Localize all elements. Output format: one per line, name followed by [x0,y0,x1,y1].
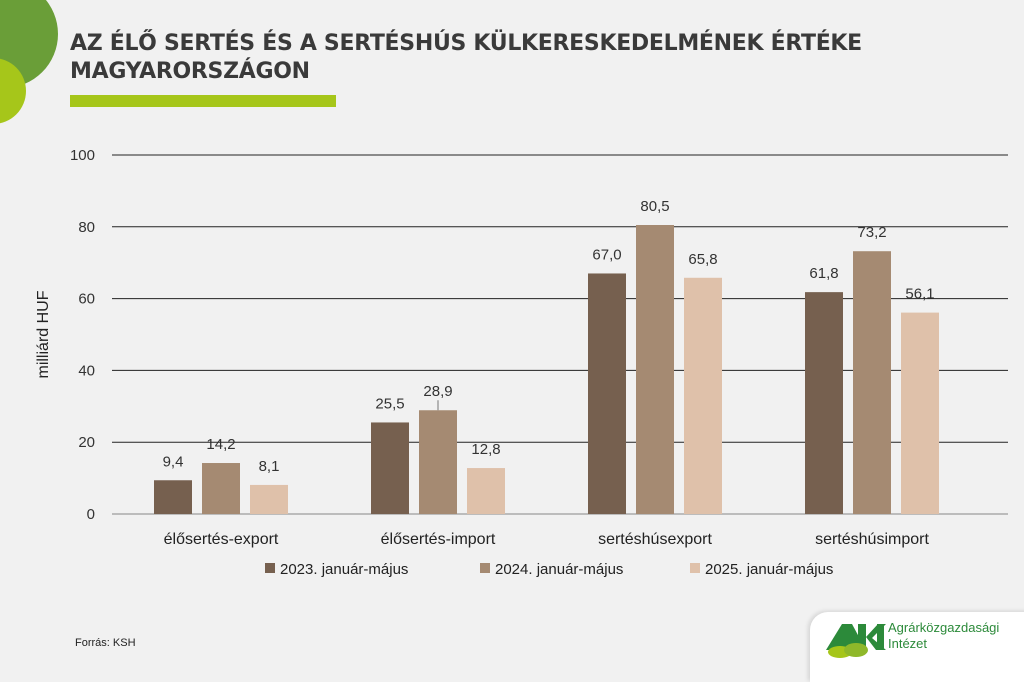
bar [684,277,722,514]
bar [419,410,457,514]
data-label: 14,2 [206,436,235,453]
data-label: 56,1 [905,286,934,303]
bar [467,468,505,514]
title-line-2: MAGYARORSZÁGON [70,59,310,84]
y-tick-label: 100 [70,147,95,164]
data-label: 73,2 [857,224,886,241]
data-label: 8,1 [259,458,280,475]
data-label: 25,5 [375,395,404,412]
bar [371,422,409,514]
legend-label: 2025. január-május [705,561,833,578]
bar [853,251,891,514]
category-label: sertéshúsimport [815,531,929,548]
source-note: Forrás: KSH [75,637,136,649]
bar [250,484,288,514]
logo-line-1: Agrárközgazdasági [888,620,1000,635]
bar [154,480,192,514]
y-tick-label: 80 [78,219,95,236]
category-label: élősertés-export [164,531,279,548]
bar [901,312,939,514]
y-tick-label: 0 [87,506,95,523]
logo-text: Agrárközgazdasági Intézet [888,620,999,652]
data-label: 65,8 [688,251,717,268]
data-label: 67,0 [592,246,621,263]
y-tick-label: 20 [78,434,95,451]
page-title: AZ ÉLŐ SERTÉS ÉS A SERTÉSHÚS KÜLKERESKED… [70,30,862,86]
legend-swatch [265,563,275,573]
legend-swatch [690,563,700,573]
data-label: 9,4 [163,453,184,470]
bar [805,292,843,514]
bar [636,225,674,514]
y-tick-label: 60 [78,291,95,308]
bar [588,273,626,514]
legend-swatch [480,563,490,573]
logo-line-2: Intézet [888,636,928,651]
y-tick-label: 40 [78,362,95,379]
category-label: élősertés-import [381,531,496,548]
y-axis-label: milliárd HUF [35,290,52,378]
data-label: 28,9 [423,383,452,400]
legend-label: 2023. január-május [280,561,408,578]
title-underline [70,95,336,107]
legend-label: 2024. január-május [495,561,623,578]
data-label: 12,8 [471,441,500,458]
bar-chart: 0 20 40 60 80 100 milliárd HUF élősertés-export… [35,147,1008,578]
data-label: 61,8 [809,265,838,282]
category-label: sertéshúsexport [598,531,712,548]
title-line-1: AZ ÉLŐ SERTÉS ÉS A SERTÉSHÚS KÜLKERESKED… [70,31,862,56]
data-label: 80,5 [640,198,669,215]
bar [202,463,240,514]
